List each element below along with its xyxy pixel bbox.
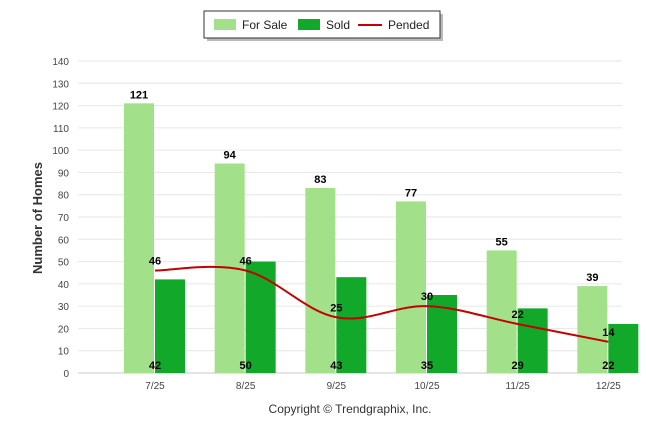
data-label-for-sale: 83 <box>314 174 326 186</box>
y-tick-label: 70 <box>58 213 70 224</box>
y-tick-label: 0 <box>63 369 69 380</box>
legend-label-pended: Pended <box>388 18 429 32</box>
data-labels: 121 42 46 94 50 46 83 43 25 77 35 30 55 29 22 39 22 14 <box>130 89 616 372</box>
data-label-for-sale: 77 <box>405 187 417 199</box>
x-tick-label: 7/25 <box>145 381 165 392</box>
y-tick-label: 90 <box>58 168 70 179</box>
legend[interactable]: For Sale Sold Pended <box>203 10 443 41</box>
data-label-pended: 30 <box>421 291 433 303</box>
x-tick-label: 8/25 <box>236 381 256 392</box>
y-tick-label: 60 <box>58 235 70 246</box>
grid-lines <box>78 60 622 352</box>
y-tick-label: 20 <box>58 324 70 335</box>
data-label-pended: 25 <box>330 302 342 314</box>
y-tick-label: 80 <box>58 191 70 202</box>
data-label-pended: 46 <box>149 255 161 267</box>
y-tick-label: 110 <box>53 124 69 135</box>
y-tick-label: 140 <box>52 57 69 68</box>
data-label-for-sale: 121 <box>130 89 148 101</box>
y-tick-label: 40 <box>58 280 70 291</box>
x-tick-label: 12/25 <box>596 381 621 392</box>
y-tick-label: 130 <box>52 79 69 90</box>
bar-for-sale[interactable] <box>396 201 426 373</box>
pended-line-path[interactable] <box>154 265 609 343</box>
data-label-sold: 43 <box>330 360 342 372</box>
y-axis-title: Number of Homes <box>30 162 45 274</box>
x-tick-label: 9/25 <box>327 381 347 392</box>
bar-for-sale[interactable] <box>577 286 608 373</box>
data-label-for-sale: 94 <box>224 150 237 162</box>
data-label-pended: 14 <box>602 327 615 339</box>
bar-for-sale[interactable] <box>486 250 517 373</box>
data-label-sold: 35 <box>421 360 433 372</box>
x-axis: 7/25 8/25 9/25 10/25 11/25 12/25 <box>145 381 621 392</box>
legend-label-for-sale: For Sale <box>242 18 288 32</box>
y-tick-label: 120 <box>52 102 69 113</box>
data-label-sold: 22 <box>602 360 614 372</box>
data-label-for-sale: 55 <box>496 236 508 248</box>
copyright-text: Copyright © Trendgraphix, Inc. <box>269 402 432 416</box>
bar-sold[interactable] <box>155 279 185 373</box>
bar-for-sale[interactable] <box>124 103 154 373</box>
y-tick-label: 10 <box>58 347 70 358</box>
bar-sold[interactable] <box>245 261 276 373</box>
bar-sold[interactable] <box>336 277 367 373</box>
y-axis: 0 10 20 30 40 50 60 70 80 90 100 110 120 130 140 <box>52 57 69 380</box>
legend-swatch-for-sale <box>214 19 236 30</box>
bars <box>124 103 639 373</box>
data-label-sold: 42 <box>149 360 161 372</box>
bar-for-sale[interactable] <box>305 188 336 373</box>
data-label-pended: 22 <box>512 309 524 321</box>
y-tick-label: 30 <box>58 302 70 313</box>
data-label-sold: 50 <box>240 360 252 372</box>
bar-sold[interactable] <box>517 308 548 373</box>
x-tick-label: 11/25 <box>506 381 531 392</box>
bar-sold[interactable] <box>608 323 639 373</box>
x-tick-label: 10/25 <box>414 381 439 392</box>
y-tick-label: 100 <box>52 146 69 157</box>
data-label-sold: 29 <box>512 360 524 372</box>
legend-swatch-sold <box>298 19 320 30</box>
data-label-pended: 46 <box>240 255 252 267</box>
y-tick-label: 50 <box>58 258 70 269</box>
pended-line <box>154 265 609 343</box>
data-label-for-sale: 39 <box>586 272 598 284</box>
legend-label-sold: Sold <box>326 18 350 32</box>
